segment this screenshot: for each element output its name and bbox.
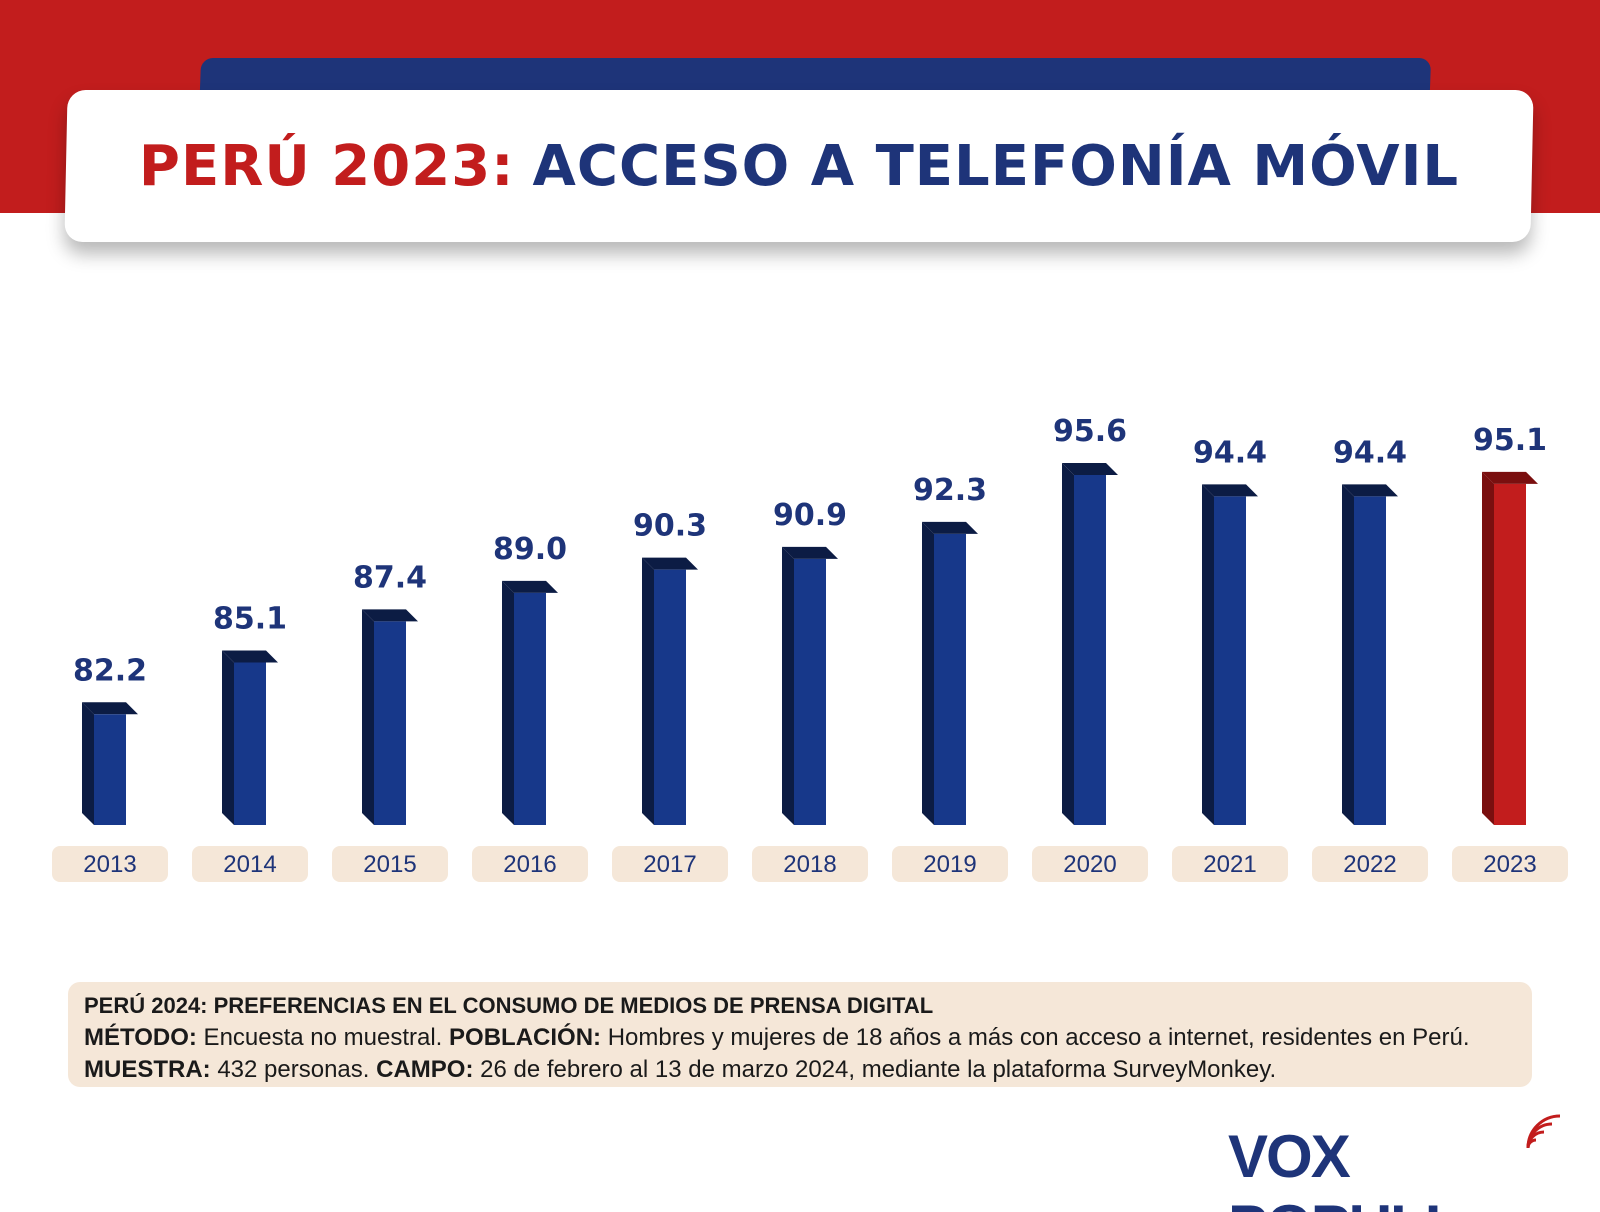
category-label-2013: 2013 <box>83 851 136 878</box>
bar-side-2014 <box>222 650 234 825</box>
category-pill-2018 <box>752 846 868 882</box>
bar-front-2014 <box>234 662 266 825</box>
field-text: 26 de febrero al 13 de marzo 2024, media… <box>473 1056 1277 1083</box>
sample-text: 432 personas. <box>210 1056 377 1083</box>
bar-2019 <box>922 521 978 825</box>
bar-front-2022 <box>1354 496 1386 825</box>
bar-side-2015 <box>362 609 374 825</box>
bar-side-2021 <box>1202 484 1214 825</box>
logo-text: VOX POPULI <box>1228 1123 1441 1212</box>
category-pill-2016 <box>472 846 588 882</box>
bar-side-2019 <box>922 521 934 825</box>
value-label-2013: 82.2 <box>73 653 147 688</box>
bar-2022 <box>1342 484 1398 825</box>
category-label-2021: 2021 <box>1203 851 1256 878</box>
category-label-2022: 2022 <box>1343 851 1396 878</box>
value-label-2019: 92.3 <box>913 473 987 508</box>
bar-top-2013 <box>82 702 138 715</box>
population-text: Hombres y mujeres de 18 años a más con a… <box>601 1024 1470 1051</box>
methodology-note: PERÚ 2024: PREFERENCIAS EN EL CONSUMO DE… <box>68 982 1532 1087</box>
bar-top-2018 <box>782 546 838 559</box>
category-pill-2014 <box>192 846 308 882</box>
bar-top-2016 <box>502 580 558 593</box>
value-label-2014: 85.1 <box>213 602 287 637</box>
category-pill-2015 <box>332 846 448 882</box>
bar-2013 <box>82 702 138 825</box>
bar-front-2015 <box>374 621 406 825</box>
bar-2016 <box>502 580 558 825</box>
bar-2021 <box>1202 484 1258 825</box>
bar-front-2020 <box>1074 475 1106 825</box>
signal-waves-icon <box>1526 1114 1561 1149</box>
category-label-2018: 2018 <box>783 851 836 878</box>
population-label: POBLACIÓN: <box>449 1024 602 1051</box>
bar-side-2023 <box>1482 471 1494 825</box>
value-label-2023: 95.1 <box>1473 423 1547 458</box>
bar-2014 <box>222 650 278 825</box>
bar-side-2018 <box>782 546 794 825</box>
bar-front-2021 <box>1214 496 1246 825</box>
method-label: MÉTODO: <box>84 1024 197 1051</box>
category-label-2017: 2017 <box>643 851 696 878</box>
bar-2020 <box>1062 463 1118 825</box>
bar-front-2019 <box>934 533 966 825</box>
bar-top-2023 <box>1482 471 1538 484</box>
bar-2017 <box>642 557 698 825</box>
title-country-year: PERÚ 2023: <box>138 133 515 199</box>
value-label-2022: 94.4 <box>1333 435 1407 470</box>
bar-side-2013 <box>82 702 94 825</box>
bar-top-2014 <box>222 650 278 663</box>
category-pill-2019 <box>892 846 1008 882</box>
note-body: MÉTODO: Encuesta no muestral. POBLACIÓN:… <box>84 1022 1516 1086</box>
note-heading: PERÚ 2024: PREFERENCIAS EN EL CONSUMO DE… <box>84 993 934 1018</box>
category-pill-2022 <box>1312 846 1428 882</box>
bar-top-2015 <box>362 609 418 622</box>
category-label-2014: 2014 <box>223 851 276 878</box>
category-label-2019: 2019 <box>923 851 976 878</box>
category-label-2015: 2015 <box>363 851 416 878</box>
bar-front-2013 <box>94 714 126 825</box>
category-pill-2021 <box>1172 846 1288 882</box>
vox-populi-logo: VOX POPULI <box>1228 1114 1568 1212</box>
category-label-2023: 2023 <box>1483 851 1536 878</box>
bar-top-2021 <box>1202 484 1258 497</box>
category-label-2016: 2016 <box>503 851 556 878</box>
bar-side-2017 <box>642 557 654 825</box>
bar-top-2020 <box>1062 463 1118 475</box>
bar-front-2018 <box>794 558 826 825</box>
bar-front-2023 <box>1494 483 1526 825</box>
bar-2015 <box>362 609 418 825</box>
category-pill-2020 <box>1032 846 1148 882</box>
sample-label: MUESTRA: <box>84 1056 211 1083</box>
category-pill-2013 <box>52 846 168 882</box>
value-label-2017: 90.3 <box>633 509 707 544</box>
bar-top-2017 <box>642 557 698 570</box>
value-label-2020: 95.6 <box>1053 414 1127 449</box>
bar-side-2020 <box>1062 463 1074 825</box>
category-pill-2017 <box>612 846 728 882</box>
bar-front-2016 <box>514 592 546 825</box>
bar-2023 <box>1482 471 1538 825</box>
value-label-2018: 90.9 <box>773 498 847 533</box>
bar-chart: 82.2 2013 85.1 2014 87.4 2015 89.0 2016 90.3 2017… <box>52 414 1568 882</box>
value-label-2016: 89.0 <box>493 532 567 567</box>
bar-2018 <box>782 546 838 825</box>
page-title: PERÚ 2023: ACCESO A TELEFONÍA MÓVIL <box>66 90 1532 242</box>
title-topic: ACCESO A TELEFONÍA MÓVIL <box>532 133 1460 199</box>
bar-side-2016 <box>502 580 514 825</box>
bar-side-2022 <box>1342 484 1354 825</box>
category-pill-2023 <box>1452 846 1568 882</box>
field-label: CAMPO: <box>376 1056 474 1083</box>
category-label-2020: 2020 <box>1063 851 1116 878</box>
method-text: Encuesta no muestral. <box>196 1024 450 1051</box>
bar-top-2019 <box>922 521 978 534</box>
bar-top-2022 <box>1342 484 1398 497</box>
value-label-2015: 87.4 <box>353 560 427 595</box>
value-label-2021: 94.4 <box>1193 435 1267 470</box>
bar-front-2017 <box>654 569 686 825</box>
